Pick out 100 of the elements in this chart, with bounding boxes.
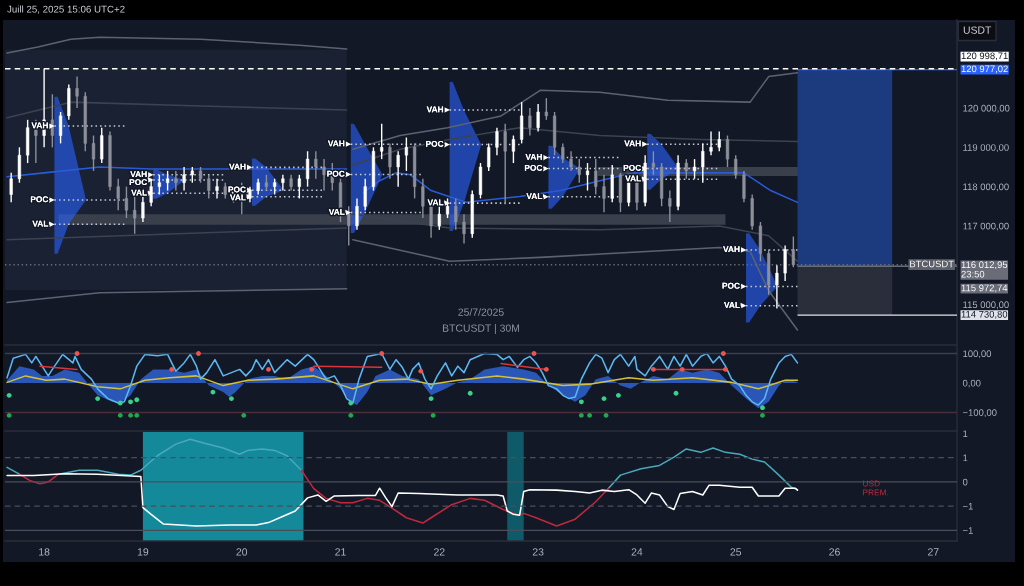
point: [229, 396, 234, 401]
annotation: POC: [623, 164, 641, 171]
y-tick-label: 100,00: [963, 350, 992, 359]
annotation: VAH: [525, 153, 542, 160]
candlestick: [692, 158, 697, 180]
line-series: [6, 472, 799, 527]
point: [542, 155, 548, 160]
candlestick: [83, 91, 87, 152]
candlestick: [58, 111, 63, 145]
point: [444, 107, 450, 113]
point: [95, 396, 101, 401]
annotation: VAH: [327, 140, 345, 147]
annotation: VAL: [131, 189, 147, 196]
candlestick: [437, 205, 441, 231]
point: [444, 200, 450, 206]
annotation: VAL: [724, 302, 740, 308]
point: [246, 194, 252, 200]
point: [147, 177, 153, 183]
point: [430, 412, 436, 418]
line-series: [6, 375, 799, 390]
y-tick-label: 1: [963, 454, 968, 462]
point: [615, 392, 621, 398]
point: [723, 366, 728, 372]
x-tick-label: 27: [928, 548, 939, 556]
y-tick-label: 115 000,00: [963, 301, 1009, 310]
y-tick-label: 0,00: [962, 379, 981, 388]
y-tick-label: 120 000,00: [963, 104, 1010, 113]
point: [345, 210, 351, 215]
point: [578, 412, 584, 418]
point: [740, 247, 746, 253]
y-tick-label: 0: [962, 478, 968, 486]
ref-line-label: 116 012,95 23:50: [961, 261, 1008, 278]
point: [117, 412, 123, 418]
annotation: BTCUSDT: [910, 260, 954, 268]
annotation: POC: [327, 170, 345, 177]
annotation: VAL: [32, 220, 49, 227]
y-tick-label: −1: [963, 527, 973, 534]
text: USD PREM.: [863, 480, 889, 496]
y-tick-label: 117 000,00: [963, 222, 1009, 231]
y-tick-label: −100,00: [963, 409, 997, 418]
x-tick-label: 18: [39, 548, 50, 556]
candlestick: [380, 123, 384, 160]
candlestick: [610, 164, 614, 204]
candlestick: [363, 178, 367, 211]
point: [641, 176, 647, 182]
annotation: POC: [30, 196, 49, 203]
point: [48, 123, 54, 129]
point: [543, 366, 549, 372]
point: [740, 284, 746, 289]
text: Juill 25, 2025 15:06 UTC+2: [7, 5, 125, 14]
candlestick: [594, 158, 598, 196]
point: [134, 412, 140, 418]
candlestick: [116, 178, 120, 211]
annotation: VAL: [328, 208, 345, 215]
annotation: VAL: [427, 199, 444, 206]
annotation: 25/7/2025: [458, 308, 504, 316]
candlestick: [684, 158, 688, 180]
candlestick: [124, 185, 129, 219]
candlestick: [701, 142, 705, 184]
point: [345, 172, 351, 177]
candlestick: [791, 235, 795, 268]
x-tick-label: 26: [829, 548, 840, 556]
point: [128, 412, 133, 418]
point: [578, 399, 584, 405]
point: [134, 397, 140, 403]
candlestick: [347, 205, 351, 247]
point: [48, 221, 54, 227]
point: [444, 142, 450, 148]
annotation: POC: [524, 164, 543, 171]
ref-line-label: 115 972,74: [961, 284, 1008, 293]
ref-line-label: 114 730,80: [961, 310, 1008, 319]
y-tick-label: 1: [963, 430, 968, 437]
annotation: VAH: [624, 140, 641, 147]
candlestick: [660, 162, 664, 207]
point: [467, 390, 473, 396]
x-tick-label: 22: [434, 548, 445, 556]
candlestick: [544, 97, 548, 121]
point: [740, 303, 746, 309]
candlestick: [100, 126, 104, 164]
candlestick: [758, 221, 763, 262]
annotation: POC: [129, 179, 147, 186]
annotation: POC: [722, 282, 740, 289]
ref-line-label: 120 977,02: [961, 65, 1008, 74]
y-tick-label: 118 000,00: [963, 183, 1009, 192]
point: [169, 366, 175, 372]
point: [48, 197, 54, 203]
candlestick: [207, 174, 211, 200]
annotation: VAH: [723, 246, 740, 253]
candlestick: [371, 146, 376, 192]
point: [147, 172, 153, 178]
point: [641, 141, 647, 147]
candlestick: [618, 172, 623, 213]
annotation: VAH: [130, 171, 147, 177]
candlestick: [305, 150, 310, 188]
point: [348, 412, 354, 418]
candlestick: [17, 146, 22, 184]
candlestick: [511, 134, 516, 164]
annotation: BTCUSDT | 30M: [442, 324, 520, 334]
point: [241, 412, 247, 418]
point: [760, 412, 765, 418]
